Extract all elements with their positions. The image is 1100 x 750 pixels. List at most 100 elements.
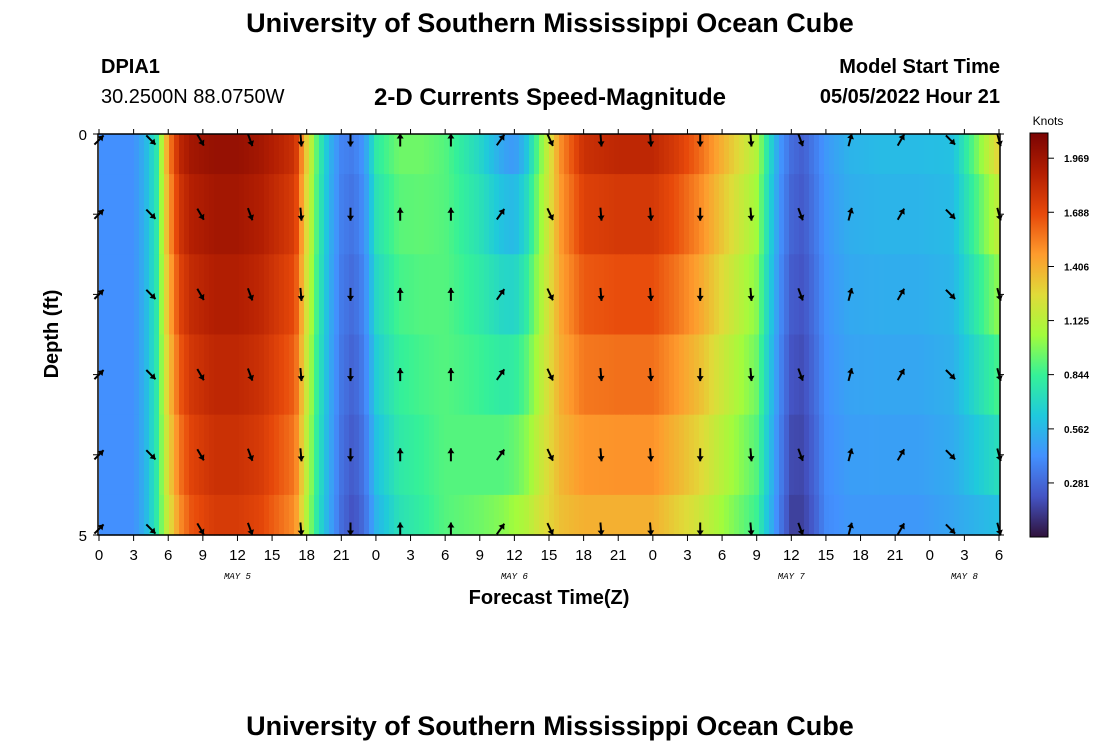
heatmap-cell <box>659 494 665 536</box>
current-arrow <box>847 368 854 382</box>
heatmap-cell <box>489 254 495 336</box>
heatmap-cell <box>619 134 625 175</box>
heatmap-cell <box>349 254 355 336</box>
x-tick-label: 6 <box>718 547 726 564</box>
heatmap-cell <box>644 414 650 496</box>
heatmap-cell <box>889 334 895 416</box>
heatmap-cell <box>109 494 115 536</box>
heatmap-cell <box>184 494 190 536</box>
heatmap-cell <box>254 254 260 336</box>
heatmap-cell <box>324 494 330 536</box>
heatmap-cell <box>219 134 225 175</box>
heatmap-cell <box>619 414 625 496</box>
heatmap-cell <box>594 334 600 416</box>
current-arrow <box>945 523 956 535</box>
heatmap-cell <box>819 494 825 536</box>
heatmap-cell <box>279 174 285 255</box>
heatmap-cell <box>439 134 445 175</box>
arrow-head <box>898 134 905 141</box>
heatmap-cell <box>109 174 115 255</box>
heatmap-cell <box>519 494 525 536</box>
heatmap-cell <box>304 174 310 255</box>
heatmap-cell <box>904 254 910 336</box>
heatmap-cell <box>274 494 280 536</box>
heatmap-cell <box>214 254 220 336</box>
arrow-head <box>396 448 404 454</box>
heatmap-cell <box>904 134 910 175</box>
heatmap-cell <box>804 134 810 175</box>
heatmap-cell <box>349 334 355 416</box>
heatmap-cell <box>219 494 225 536</box>
heatmap-cell <box>239 494 245 536</box>
heatmap-cell <box>419 334 425 416</box>
arrow-head <box>97 135 104 142</box>
heatmap-cell <box>249 494 255 536</box>
heatmap-cell <box>354 174 360 255</box>
heatmap-cell <box>289 414 295 496</box>
x-tick-label: 21 <box>887 547 904 564</box>
heatmap-cell <box>664 174 670 255</box>
current-arrow <box>145 134 157 146</box>
heatmap-cell <box>669 494 675 536</box>
heatmap-cell <box>154 494 160 536</box>
heatmap-cell <box>199 494 205 536</box>
heatmap-cell <box>759 334 765 416</box>
heatmap-cell <box>404 134 410 175</box>
current-arrow <box>246 522 254 536</box>
heatmap-cell <box>354 494 360 536</box>
heatmap-cell <box>529 134 535 175</box>
arrow-head <box>847 368 854 375</box>
heatmap-cell <box>314 494 320 536</box>
heatmap-cell <box>119 254 125 336</box>
heatmap-cell <box>244 494 250 536</box>
heatmap-cell <box>994 334 1000 416</box>
heatmap-cell <box>709 334 715 416</box>
heatmap-cell <box>524 174 530 255</box>
heatmap-cell <box>249 334 255 416</box>
heatmap-cell <box>824 494 830 536</box>
heatmap-cell <box>714 134 720 175</box>
heatmap-cell <box>794 334 800 416</box>
heatmap-cell <box>359 174 365 255</box>
heatmap-cell <box>279 494 285 536</box>
heatmap-cell <box>964 494 970 536</box>
heatmap-cell <box>849 134 855 175</box>
arrow-head <box>498 289 505 296</box>
x-tick-label: 3 <box>406 547 414 564</box>
heatmap-cell <box>654 414 660 496</box>
heatmap-cell <box>384 334 390 416</box>
heatmap-cell <box>269 174 275 255</box>
heatmap-cell <box>184 134 190 175</box>
heatmap-cell <box>594 174 600 255</box>
heatmap-cell <box>174 494 180 536</box>
current-arrow <box>297 368 305 382</box>
heatmap-cell <box>249 414 255 496</box>
heatmap-cell <box>194 414 200 496</box>
heatmap-cell <box>909 334 915 416</box>
arrow-head <box>847 522 854 529</box>
heatmap-cell <box>419 414 425 496</box>
heatmap-cell <box>574 494 580 536</box>
heatmap-cell <box>549 414 555 496</box>
heatmap-cell <box>244 414 250 496</box>
arrow-head <box>696 530 704 536</box>
heatmap-cell <box>879 494 885 536</box>
heatmap-cell <box>124 414 130 496</box>
heatmap-cell <box>249 174 255 255</box>
heatmap-cell <box>539 174 545 255</box>
heatmap-cell <box>114 334 120 416</box>
heatmap-cell <box>404 494 410 536</box>
heatmap-cell <box>739 134 745 175</box>
heatmap-cell <box>454 254 460 336</box>
heatmap-cell <box>859 414 865 496</box>
heatmap-cell <box>569 254 575 336</box>
arrow-head <box>797 214 805 221</box>
heatmap-cell <box>784 494 790 536</box>
heatmap-cell <box>589 254 595 336</box>
heatmap-cell <box>639 134 645 175</box>
heatmap-cell <box>454 334 460 416</box>
heatmap-cell <box>689 134 695 175</box>
heatmap-cell <box>374 334 380 416</box>
x-tick-label: 9 <box>199 547 207 564</box>
heatmap-cell <box>654 174 660 255</box>
